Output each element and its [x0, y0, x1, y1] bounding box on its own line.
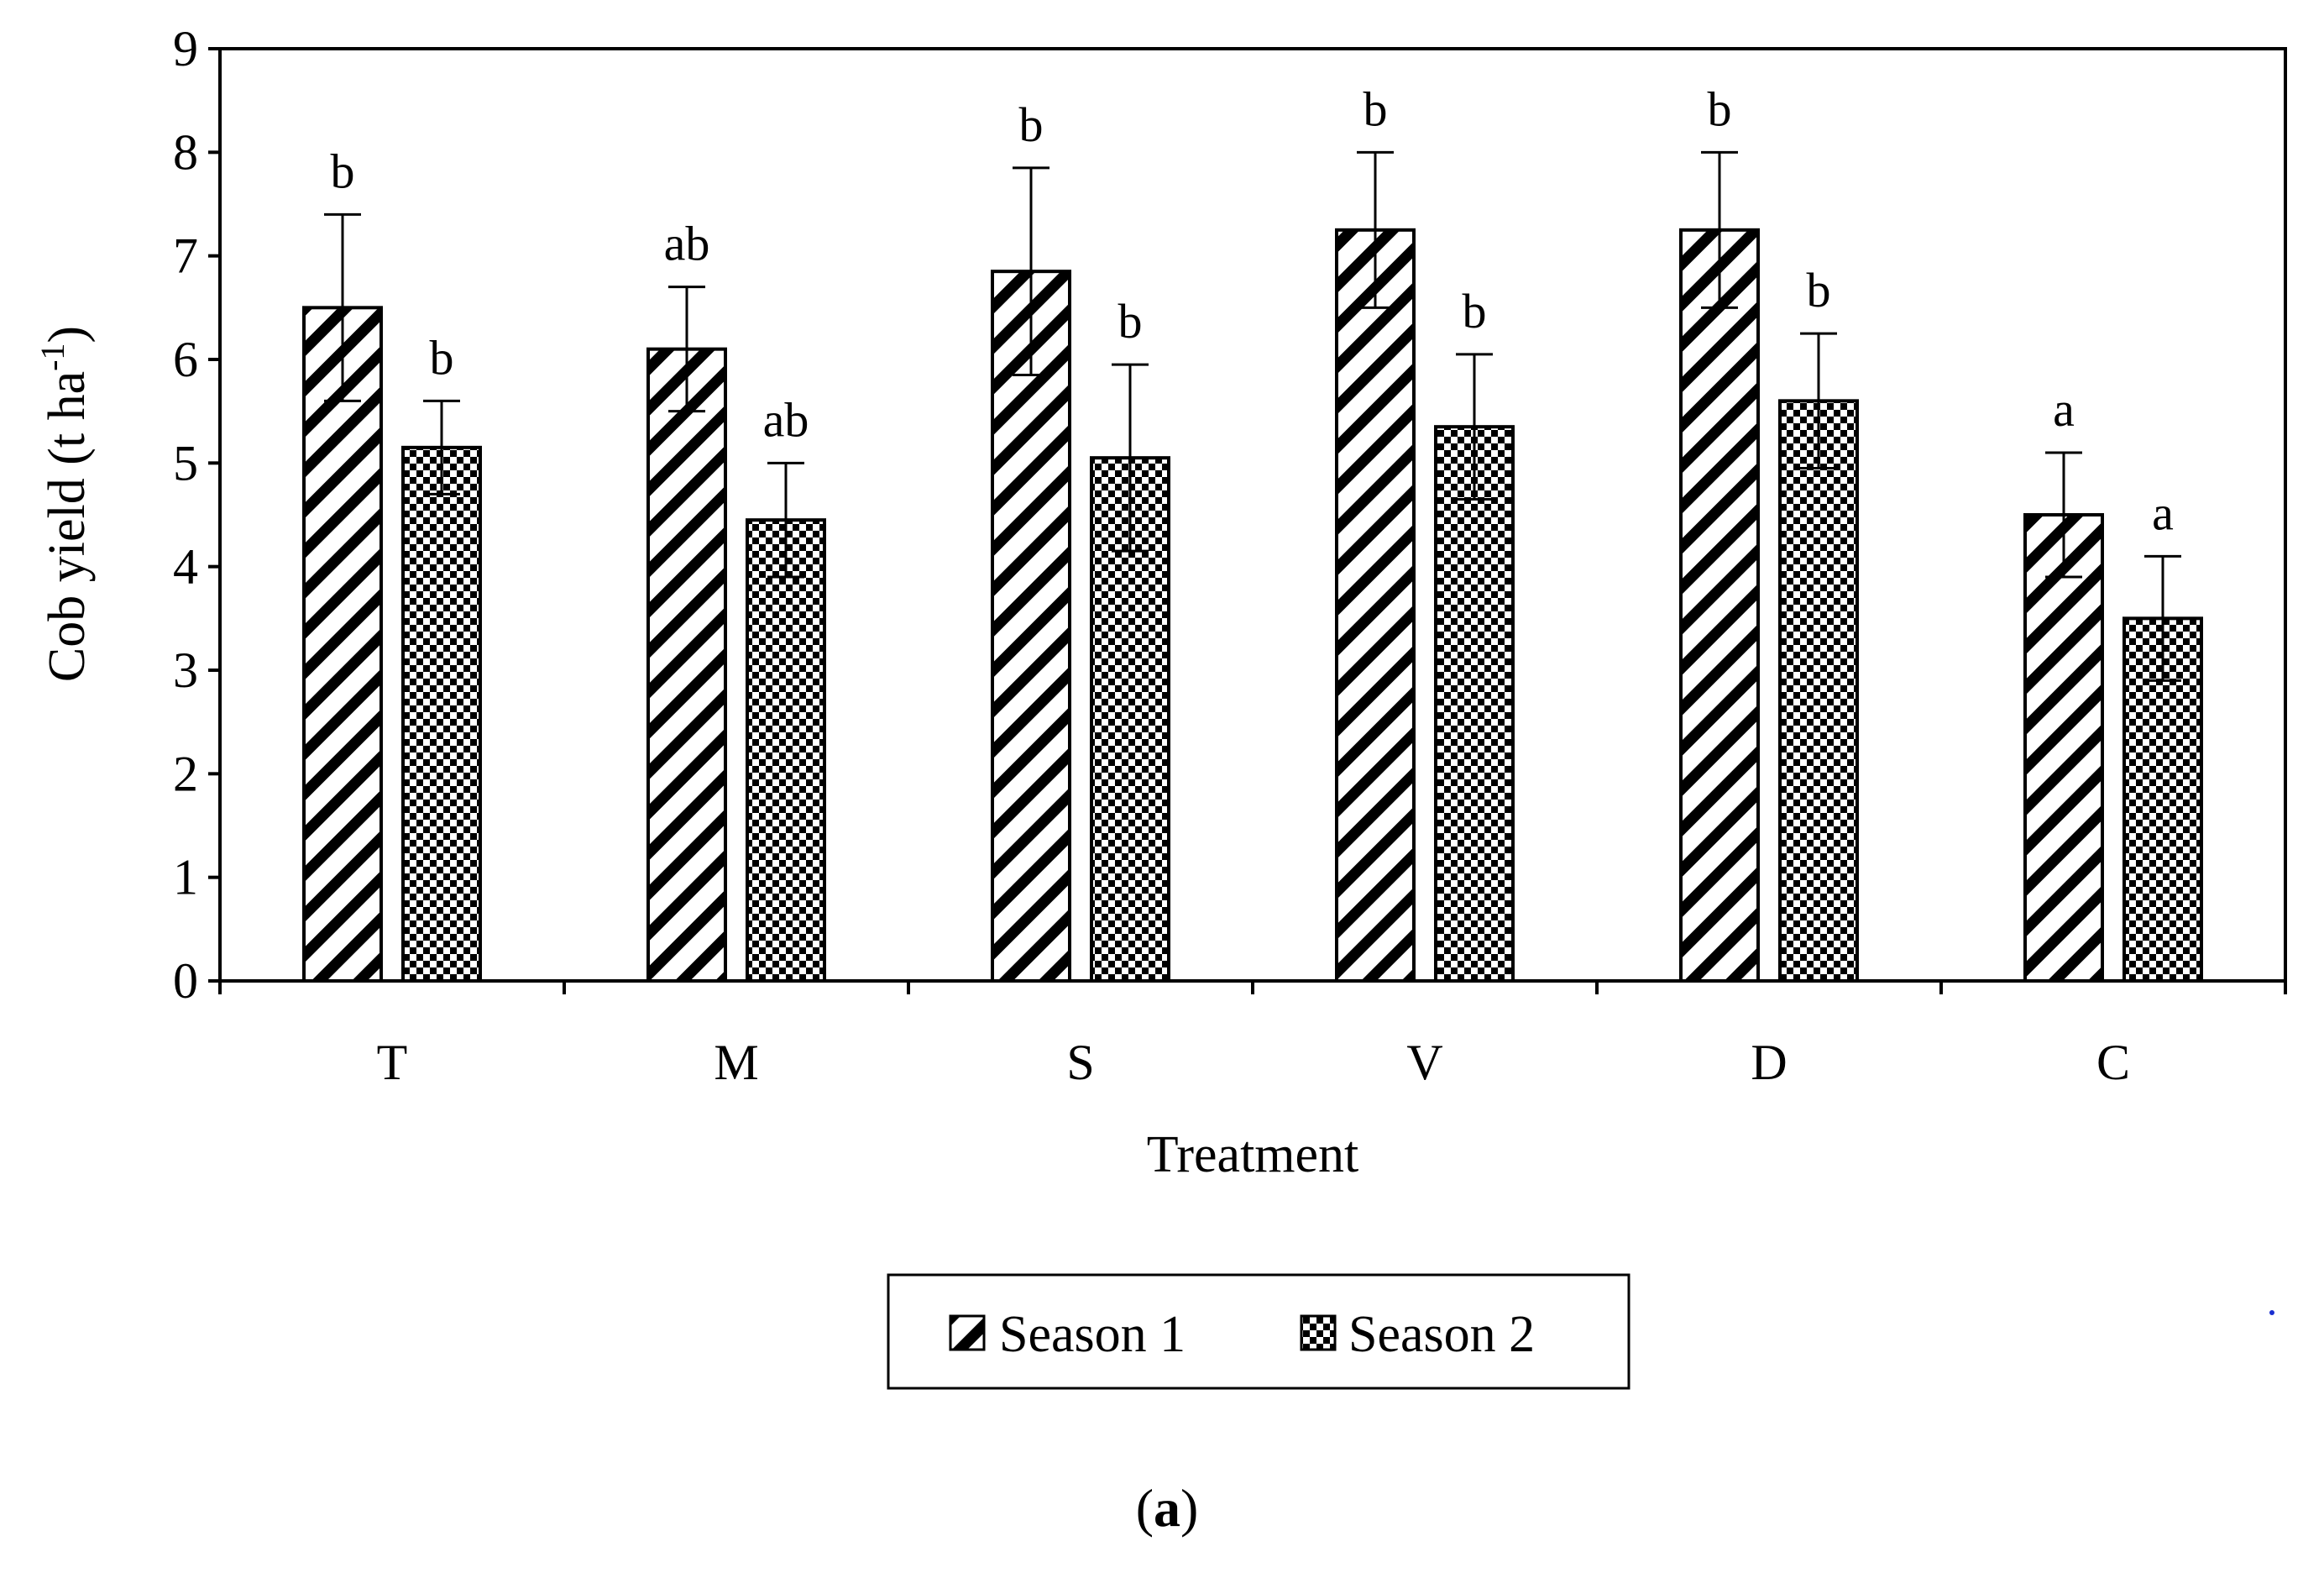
bars: [302, 228, 2203, 983]
y-axis-title-close: ): [39, 326, 96, 343]
y-tick-label: 5: [173, 435, 198, 490]
legend-swatch-season-1: [949, 1314, 986, 1351]
legend: Season 1 Season 2: [887, 1273, 1630, 1390]
legend-label-season-1: Season 1: [999, 1306, 1186, 1363]
significance-letter: a: [2053, 382, 2075, 437]
bar-season-2-d: [1778, 399, 1859, 983]
bar-season-1-v: [1335, 228, 1416, 983]
y-tick-label: 3: [173, 642, 198, 698]
x-tick-label: T: [377, 1035, 408, 1090]
significance-letter: ab: [763, 392, 809, 447]
panel-label: (a): [1136, 1478, 1199, 1538]
bar-season-1-m: [646, 347, 727, 983]
y-axis-title: Cob yield (t ha-1): [34, 326, 96, 682]
panel-label-open: (: [1136, 1478, 1154, 1538]
significance-letter: ab: [664, 217, 710, 271]
significance-letter: a: [2152, 485, 2174, 540]
x-tick-label: V: [1406, 1035, 1442, 1090]
significance-letter: b: [331, 144, 355, 198]
significance-letter: b: [1019, 97, 1044, 152]
bar-season-2-t: [401, 445, 482, 983]
bar-season-1-d: [1679, 228, 1760, 983]
y-tick-label: 7: [173, 228, 198, 284]
x-tick-label: D: [1751, 1035, 1787, 1090]
panel-label-letter: a: [1154, 1478, 1180, 1538]
y-axis-title-main: Cob yield (t ha: [39, 371, 96, 682]
bar-season-2-v: [1434, 425, 1515, 983]
y-tick-label: 6: [173, 332, 198, 387]
y-axis-title-superscript: -1: [34, 343, 71, 371]
error-bars: [324, 150, 2181, 682]
y-tick-label: 9: [173, 21, 198, 76]
x-tick-label: S: [1066, 1035, 1094, 1090]
significance-letter: b: [1118, 294, 1143, 349]
panel-label-close: ): [1180, 1478, 1198, 1538]
significance-letter: b: [1463, 284, 1487, 338]
y-tick-label: 0: [173, 953, 198, 1009]
y-axis: 0 1 2 3 4 5 6 7 8 9: [173, 21, 220, 1009]
bar-season-2-c: [2122, 616, 2203, 983]
significance-letter: b: [1807, 263, 1831, 317]
significance-letter: b: [430, 330, 454, 385]
x-tick-label: M: [714, 1035, 758, 1090]
y-tick-label: 1: [173, 850, 198, 905]
y-tick-label: 2: [173, 746, 198, 801]
legend-label-season-2: Season 2: [1348, 1306, 1535, 1363]
y-tick-label: 4: [173, 539, 198, 595]
x-tick-label: C: [2096, 1035, 2130, 1090]
legend-frame: [887, 1273, 1630, 1390]
legend-swatch-season-2: [1300, 1314, 1337, 1351]
x-axis-title: Treatment: [1147, 1126, 1359, 1183]
stray-dot: [2269, 1310, 2274, 1315]
significance-letter: b: [1364, 81, 1388, 136]
bar-season-1-c: [2023, 513, 2104, 983]
bar-season-1-t: [302, 306, 383, 983]
bar-season-1-s: [991, 270, 1071, 983]
plot-area-frame: [218, 47, 2287, 983]
significance-letters: b b ab ab b b b b b b a a: [331, 81, 2174, 540]
y-tick-label: 8: [173, 124, 198, 180]
significance-letter: b: [1708, 81, 1732, 136]
bar-season-2-m: [746, 518, 826, 983]
